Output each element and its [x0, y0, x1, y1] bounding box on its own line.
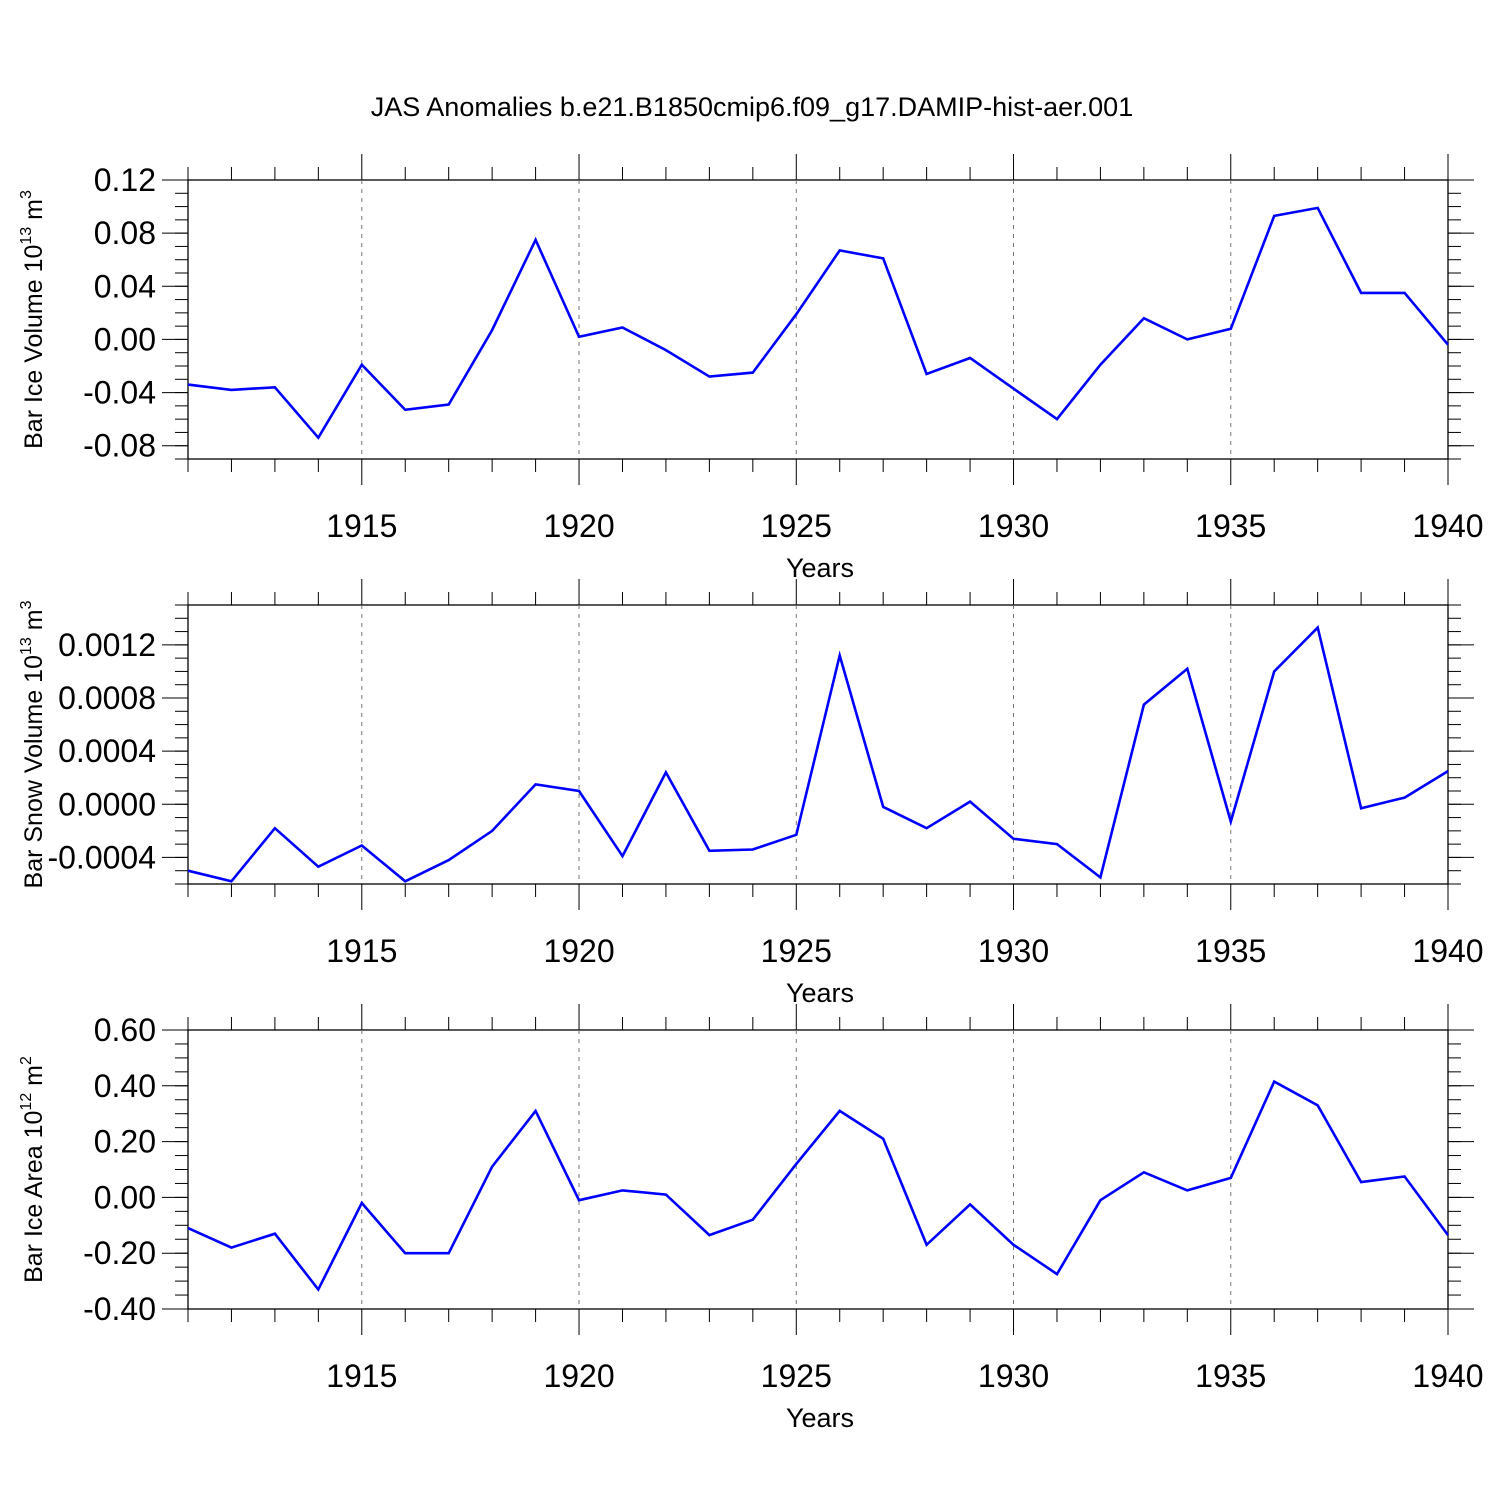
x-tick-label: 1915 — [326, 508, 397, 544]
x-axis-label: Years — [786, 1403, 854, 1433]
y-tick-label: -0.20 — [83, 1235, 156, 1271]
x-tick-label: 1930 — [978, 1358, 1049, 1394]
plot-frame — [187, 1029, 1449, 1310]
x-tick-label: 1915 — [326, 1358, 397, 1394]
x-tick-label: 1930 — [978, 933, 1049, 969]
x-tick-label: 1915 — [326, 933, 397, 969]
y-axis-label-unit: m — [20, 199, 48, 227]
y-tick-label: 0.0012 — [58, 627, 156, 663]
x-tick-label: 1920 — [543, 508, 614, 544]
panel-3: 1915 1920 1925 1930 1935 1940 Years -0.40 -0.20 0… — [18, 1004, 1484, 1433]
y-tick-label: -0.08 — [83, 428, 156, 464]
x-axis-label: Years — [786, 978, 854, 1008]
x-tick-label: 1920 — [543, 1358, 614, 1394]
panel-1: 1915 1920 1925 1930 1935 1940 Years -0.08 -0.04 0… — [18, 154, 1484, 583]
y-tick-label: 0.12 — [94, 162, 156, 198]
y-tick-label: 0.40 — [94, 1068, 156, 1104]
y-tick-label: 0.0008 — [58, 680, 156, 716]
y-tick-label: 0.08 — [94, 215, 156, 251]
x-tick-label: 1940 — [1412, 1358, 1483, 1394]
y-axis-label-unit-exponent: 3 — [18, 600, 35, 609]
x-tick-label: 1925 — [761, 1358, 832, 1394]
y-tick-label: 0.0000 — [58, 786, 156, 822]
y-tick-label: 0.00 — [94, 321, 156, 357]
plot-frame — [187, 179, 1449, 460]
y-tick-label: -0.40 — [83, 1291, 156, 1327]
y-tick-label: 0.20 — [94, 1124, 156, 1160]
x-tick-label: 1940 — [1412, 933, 1483, 969]
y-axis-label-base: Bar Ice Area 10 — [20, 1111, 48, 1283]
panel-2: 1915 1920 1925 1930 1935 1940 Years -0.0004 0.00… — [18, 579, 1484, 1008]
x-tick-label: 1925 — [761, 933, 832, 969]
y-axis-label-exponent: 13 — [18, 637, 35, 655]
x-tick-label: 1930 — [978, 508, 1049, 544]
x-tick-label: 1925 — [761, 508, 832, 544]
series-line — [187, 625, 1449, 883]
y-tick-label: 0.00 — [94, 1179, 156, 1215]
y-tick-label: 0.0004 — [58, 733, 156, 769]
y-axis-label-unit: m — [20, 1065, 48, 1093]
y-axis-label-unit-exponent: 2 — [18, 1056, 35, 1065]
y-axis-label-base: Bar Snow Volume 10 — [20, 655, 48, 888]
x-tick-label: 1935 — [1195, 1358, 1266, 1394]
y-axis-label-unit: m — [20, 609, 48, 637]
y-tick-label: -0.04 — [83, 375, 156, 411]
y-tick-label: 0.04 — [94, 268, 156, 304]
y-axis-label-unit-exponent: 3 — [18, 190, 35, 199]
x-tick-label: 1920 — [543, 933, 614, 969]
x-tick-label: 1940 — [1412, 508, 1483, 544]
chart-title: JAS Anomalies b.e21.B1850cmip6.f09_g17.D… — [371, 92, 1133, 122]
y-tick-label: -0.0004 — [47, 839, 156, 875]
y-axis-label: Bar Ice Area 1012 m2 — [18, 1056, 48, 1283]
y-axis-label-base: Bar Ice Volume 10 — [20, 245, 48, 449]
y-axis-label-exponent: 12 — [18, 1093, 35, 1111]
y-axis-label-exponent: 13 — [18, 227, 35, 245]
y-axis-label: Bar Snow Volume 1013 m3 — [18, 600, 48, 888]
y-axis-label: Bar Ice Volume 1013 m3 — [18, 190, 48, 449]
series-line — [187, 1079, 1450, 1292]
x-tick-label: 1935 — [1195, 508, 1266, 544]
series-line — [187, 206, 1449, 440]
y-tick-label: 0.60 — [94, 1012, 156, 1048]
x-tick-label: 1935 — [1195, 933, 1266, 969]
x-axis-label: Years — [786, 553, 854, 583]
plot-frame — [187, 604, 1449, 885]
